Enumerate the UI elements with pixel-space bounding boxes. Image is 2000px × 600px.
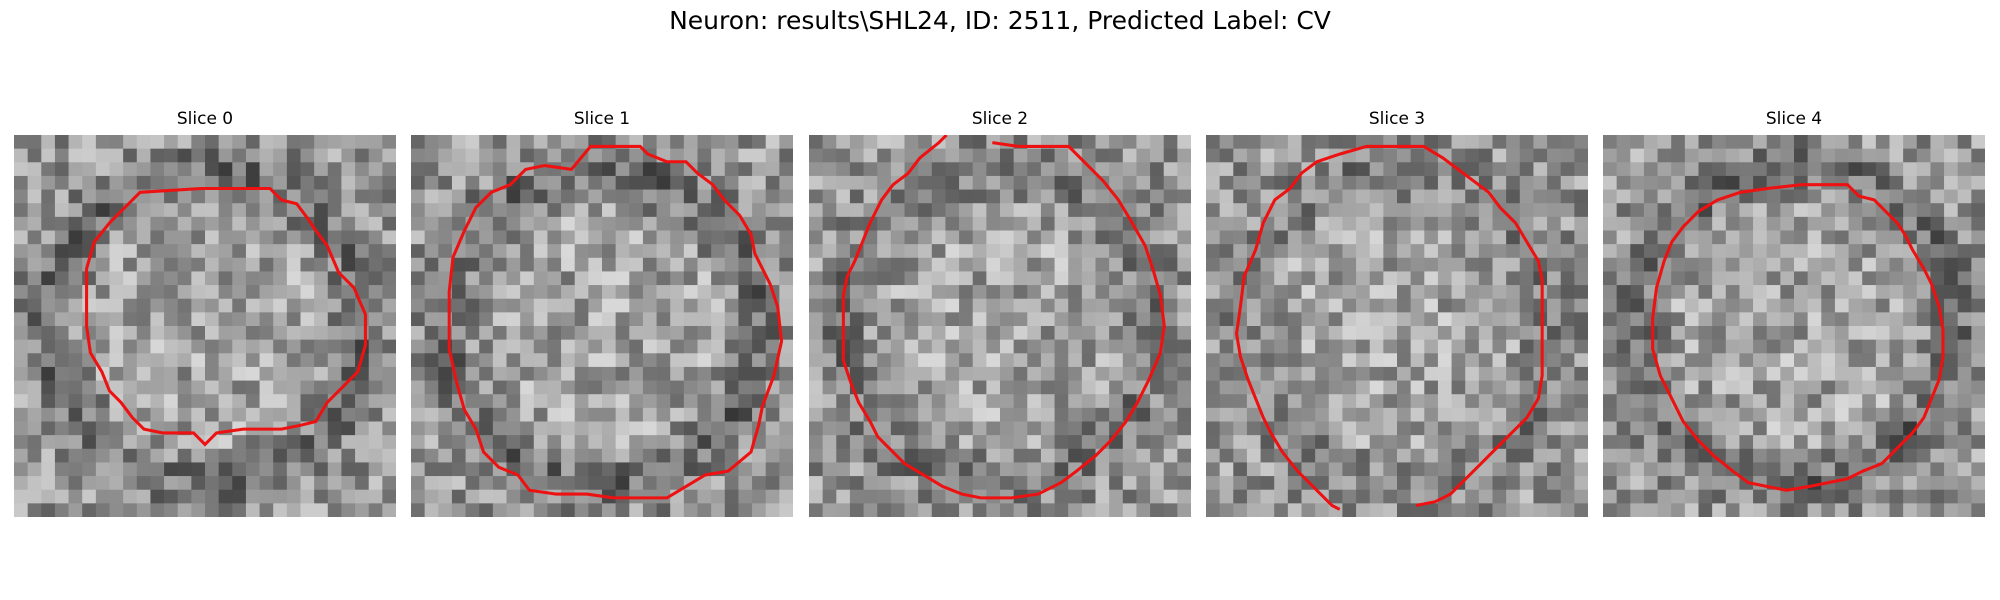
slice-panel-0: Slice 0 [14, 108, 396, 517]
slice-image [411, 135, 793, 517]
slice-image [1603, 135, 1985, 517]
figure-title: Neuron: results\SHL24, ID: 2511, Predict… [669, 6, 1331, 35]
slice-image [14, 135, 396, 517]
roi-contour [841, 135, 1166, 500]
slice-title: Slice 4 [1765, 109, 1823, 129]
roi-contour [1651, 183, 1945, 492]
roi-contour [85, 186, 367, 447]
slice-title: Slice 2 [971, 109, 1029, 129]
roi-contour [447, 144, 784, 500]
roi-contour [1235, 144, 1544, 511]
slice-title: Slice 3 [1368, 109, 1426, 129]
slice-panel-3: Slice 3 [1206, 108, 1588, 517]
slice-panel-2: Slice 2 [809, 108, 1191, 517]
slice-panel-1: Slice 1 [411, 108, 793, 517]
slice-image [1206, 135, 1588, 517]
slice-title: Slice 0 [176, 109, 234, 129]
slice-title: Slice 1 [573, 109, 631, 129]
slice-image [809, 135, 1191, 517]
slice-panel-4: Slice 4 [1603, 108, 1985, 517]
